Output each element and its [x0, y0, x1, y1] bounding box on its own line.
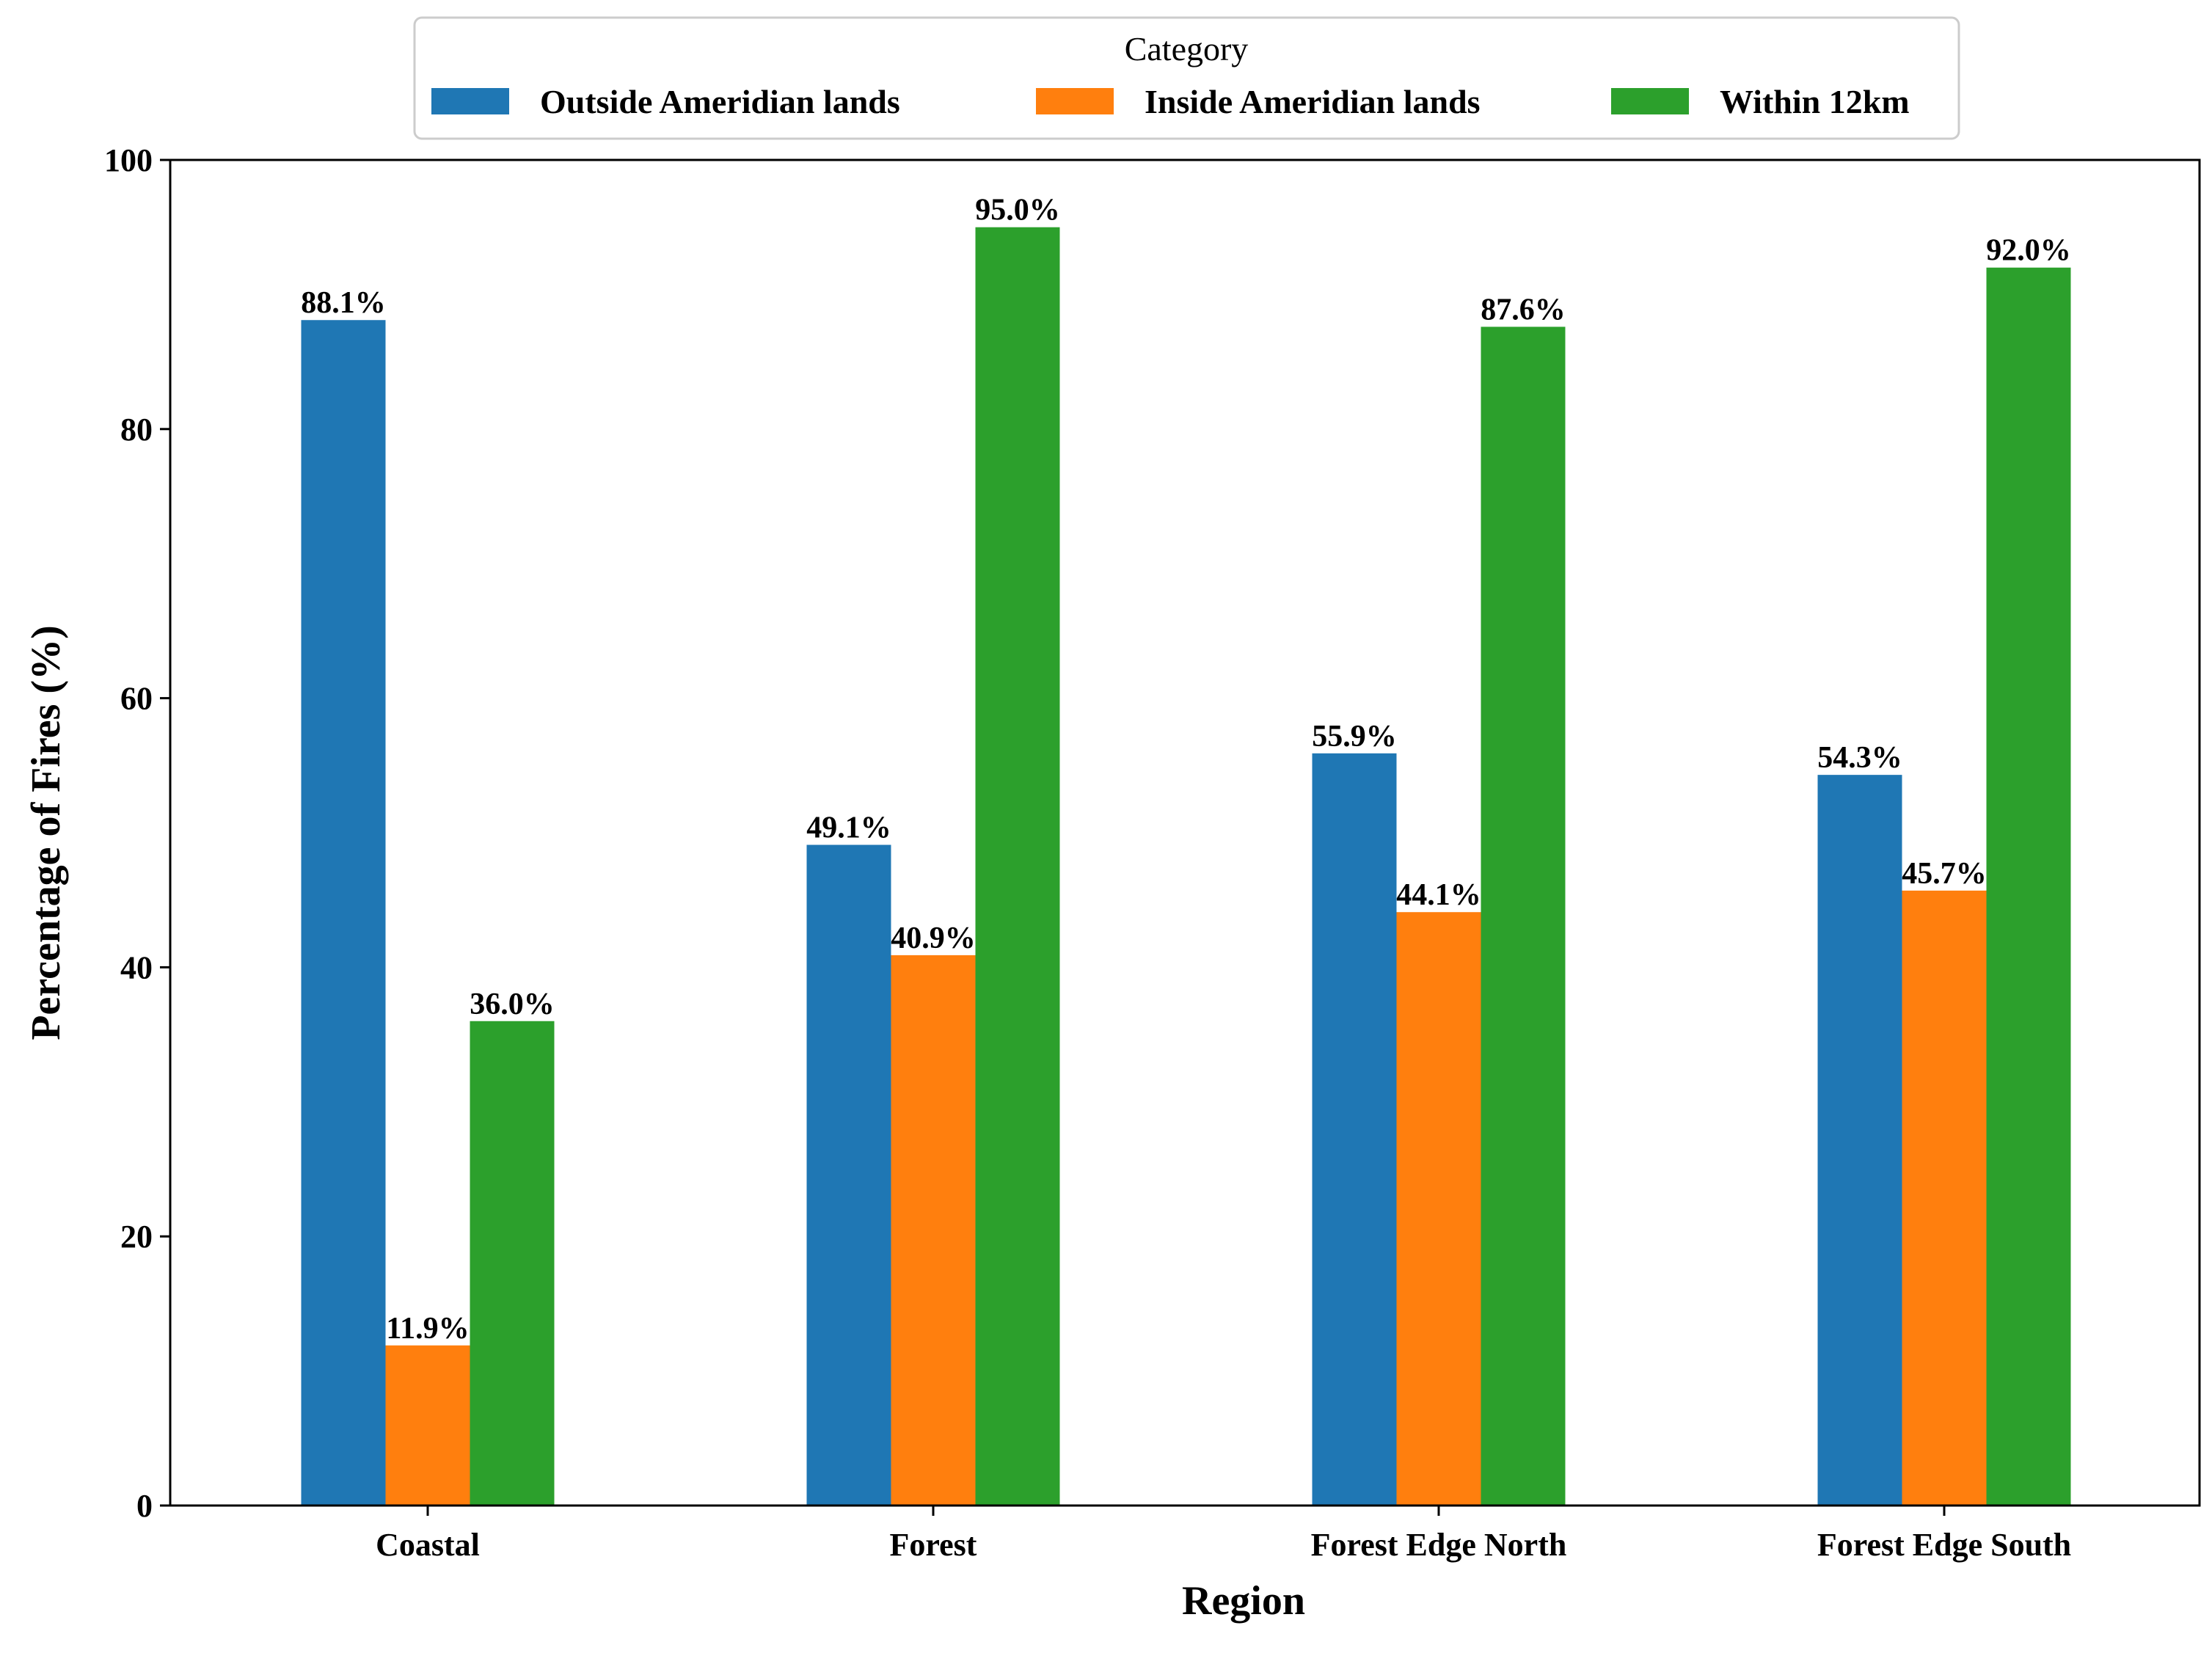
y-axis-title: Percentage of Fires (%) [23, 625, 69, 1040]
bar [975, 227, 1060, 1506]
legend: Category Outside Ameridian lands Inside A… [413, 16, 1960, 140]
x-tick-label: Coastal [376, 1527, 480, 1563]
bar [470, 1021, 555, 1506]
bar-value-label: 40.9% [891, 922, 976, 955]
y-tick-label: 100 [104, 142, 153, 178]
bar-value-label: 49.1% [806, 811, 891, 845]
bar-value-label: 54.3% [1817, 741, 1902, 775]
x-tick-label: Forest Edge North [1311, 1527, 1567, 1563]
bar [1396, 912, 1481, 1506]
legend-swatch [1036, 88, 1114, 114]
bar-value-label: 45.7% [1902, 857, 1987, 891]
x-tick-label: Forest [890, 1527, 977, 1563]
bar-value-label: 92.0% [1986, 234, 2071, 268]
y-tick-label: 80 [120, 412, 153, 448]
bar [806, 844, 891, 1506]
y-tick-label: 20 [120, 1219, 153, 1255]
bars [301, 227, 2071, 1506]
y-tick-label: 60 [120, 681, 153, 717]
x-axis-ticks: Coastal Forest Forest Edge North Forest Edg… [376, 1506, 2071, 1563]
bar-value-label: 87.6% [1481, 293, 1566, 326]
bar-value-label: 95.0% [975, 194, 1060, 227]
bar [301, 320, 386, 1506]
bar [385, 1345, 470, 1506]
bar [1902, 890, 1987, 1506]
x-tick-label: Forest Edge South [1817, 1527, 2071, 1563]
bar [1986, 267, 2071, 1506]
legend-title: Category [1125, 30, 1249, 67]
legend-items: Outside Ameridian lands Inside Ameridian … [431, 83, 1910, 120]
bar-value-label: 44.1% [1396, 878, 1481, 912]
y-axis-ticks: 0 20 40 60 80 100 [104, 142, 170, 1524]
legend-swatch [431, 88, 509, 114]
legend-label: Within 12km [1720, 83, 1910, 120]
bar [1312, 753, 1397, 1506]
legend-box [413, 16, 1960, 140]
axes: 0 20 40 60 80 100 Coastal Forest Forest Edge No… [23, 142, 2201, 1624]
bar-value-label: 11.9% [386, 1312, 469, 1346]
bar-value-label: 88.1% [301, 286, 386, 320]
bar-value-label: 36.0% [470, 988, 555, 1021]
bar [1817, 775, 1902, 1506]
legend-label: Outside Ameridian lands [540, 83, 900, 120]
legend-swatch [1611, 88, 1689, 114]
bar-value-label: 55.9% [1312, 720, 1397, 753]
bar [891, 955, 976, 1506]
plot-frame [169, 158, 2201, 1507]
y-tick-label: 40 [120, 949, 153, 985]
legend-label: Inside Ameridian lands [1145, 83, 1481, 120]
bar [1481, 326, 1566, 1506]
y-tick-label: 0 [136, 1488, 153, 1524]
data-labels: 88.1% 11.9% 36.0% 49.1% 40.9% 95.0% 55.9% 44.1%… [301, 194, 2071, 1346]
x-axis-title: Region [1182, 1578, 1305, 1624]
